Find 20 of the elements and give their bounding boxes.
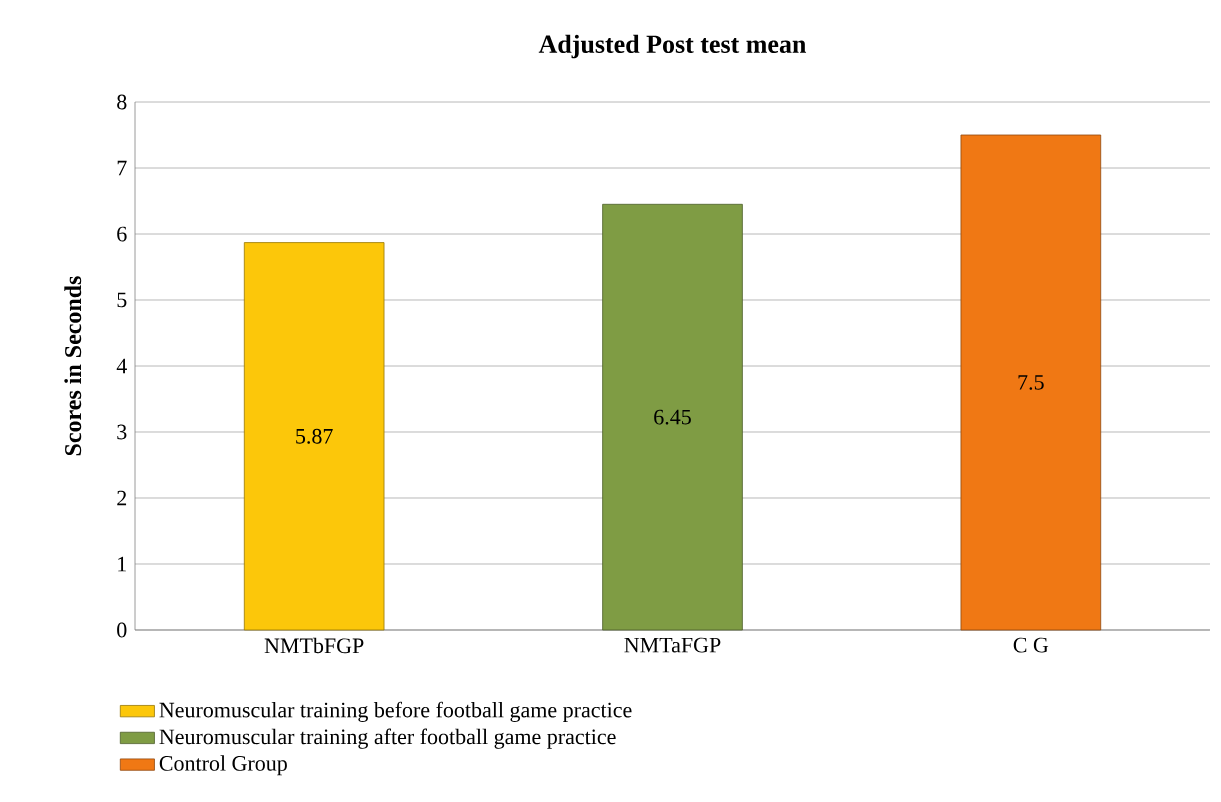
- y-tick-label: 2: [117, 490, 127, 506]
- x-tick-label: C G: [1013, 637, 1049, 653]
- y-axis-title: Scores in Seconds: [64, 276, 82, 456]
- y-tick-label: 0: [117, 622, 127, 638]
- data-label: 6.45: [654, 409, 691, 425]
- legend-label: Neuromuscular training after football game practice: [159, 728, 616, 749]
- y-tick-label: 5: [117, 292, 127, 308]
- y-tick-label: 8: [117, 94, 127, 110]
- y-tick-label: 6: [117, 226, 127, 242]
- y-tick-label: 1: [118, 556, 126, 572]
- y-tick-label: 7: [117, 160, 127, 176]
- x-tick-label: NMTbFGP: [264, 637, 364, 654]
- data-label: 7.5: [1018, 375, 1044, 390]
- legend-label: Control Group: [159, 755, 287, 776]
- x-tick-label: NMTaFGP: [624, 637, 721, 653]
- chart-title: Adjusted Post test mean: [538, 34, 807, 59]
- legend-label: Neuromuscular training before football game practice: [159, 701, 632, 722]
- data-label: 5.87: [296, 428, 333, 444]
- y-tick-label: 3: [117, 424, 127, 440]
- y-tick-label: 4: [116, 358, 127, 374]
